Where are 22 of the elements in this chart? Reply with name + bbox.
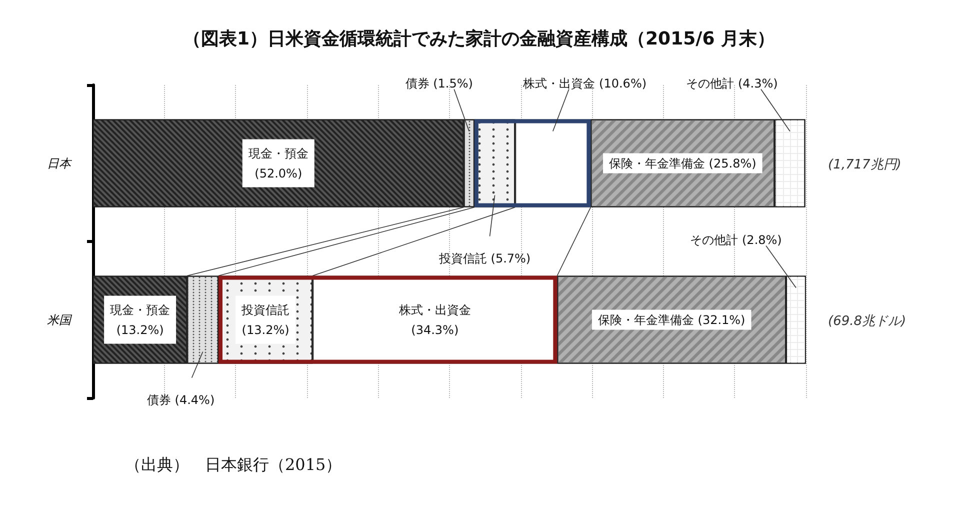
chart-title: （図表1）日米資金循環統計でみた家計の金融資産構成（2015/6 月末） <box>183 28 776 50</box>
text: 保険・年金準備金 (25.8%) <box>608 156 756 170</box>
series-label: 投資信託 <box>240 302 290 317</box>
data-label: (52.0%) <box>254 166 302 180</box>
text: （出典） 日本銀行（2015） <box>125 455 342 474</box>
text: (69.8兆ドル) <box>828 314 906 329</box>
text: 投資信託 (5.7%) <box>438 251 531 266</box>
text: その他計 (4.3%) <box>686 76 778 90</box>
text: (1,717兆円) <box>828 157 902 172</box>
text: 保険・年金準備金 (32.1%) <box>598 312 746 327</box>
series-label: 株式・出資金 <box>398 302 471 317</box>
data-label: (13.2%) <box>242 322 290 337</box>
y-tick-label: 日本 <box>47 156 73 170</box>
text: 債券 (1.5%) <box>405 76 473 90</box>
data-label: (13.2%) <box>116 322 164 337</box>
data-label: (34.3%) <box>411 322 459 337</box>
text: その他計 (2.8%) <box>690 232 782 247</box>
series-label: 現金・預金 <box>110 302 170 317</box>
text: 株式・出資金 (10.6%) <box>523 76 647 90</box>
text: 債券 (4.4%) <box>146 392 215 407</box>
text: 現金・預金 <box>248 146 308 160</box>
y-tick-label: 米国 <box>47 312 73 327</box>
